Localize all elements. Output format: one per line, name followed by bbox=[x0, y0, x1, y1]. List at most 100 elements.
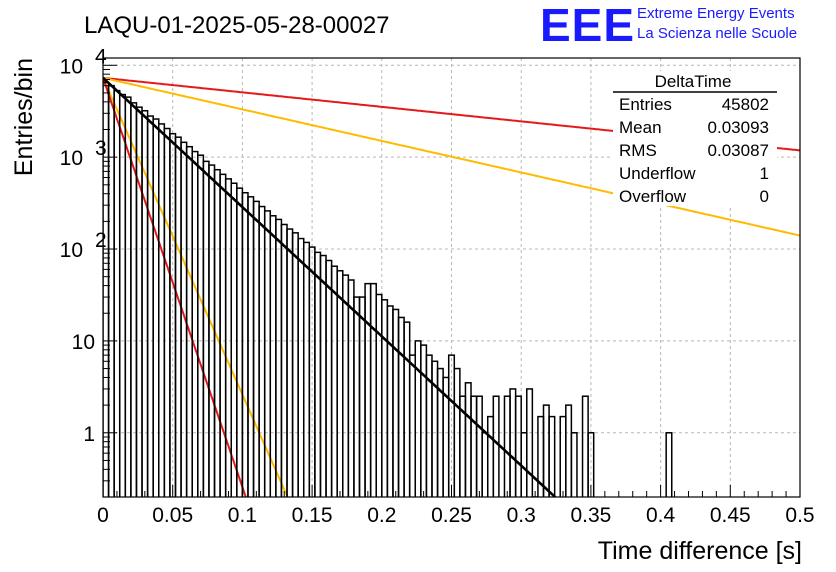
histogram-bin bbox=[291, 232, 299, 497]
histogram-bin bbox=[319, 254, 327, 497]
histogram-bin bbox=[570, 432, 578, 497]
histogram bbox=[103, 81, 673, 497]
histogram-bin bbox=[381, 299, 389, 497]
histogram-bin bbox=[581, 395, 589, 497]
histogram-bin bbox=[548, 415, 556, 497]
fit-curve bbox=[103, 76, 557, 497]
histogram-bin bbox=[414, 340, 422, 497]
logo-mark: EEE bbox=[540, 0, 635, 51]
histogram-bin bbox=[342, 274, 350, 497]
y-tick-exponent: 2 bbox=[95, 229, 107, 252]
histogram-bin bbox=[559, 415, 567, 497]
histogram-bin bbox=[453, 367, 461, 497]
stats-row-value: 1 bbox=[760, 164, 769, 183]
histogram-bin bbox=[275, 218, 283, 497]
stats-row-label: Entries bbox=[619, 95, 672, 114]
histogram-bin bbox=[386, 305, 394, 497]
histogram-bin bbox=[286, 228, 294, 497]
histogram-bin bbox=[158, 123, 166, 497]
histogram-bin bbox=[202, 160, 210, 497]
histogram-bin bbox=[420, 344, 428, 497]
y-axis: 1 10 10 2 10 3 10 4 bbox=[60, 45, 117, 482]
stats-row-value: 0.03093 bbox=[708, 118, 769, 137]
x-tick-label: 0.5 bbox=[785, 504, 814, 527]
x-tick-label: 0.15 bbox=[292, 504, 333, 527]
x-tick-label: 0.25 bbox=[431, 504, 472, 527]
stats-row-label: Mean bbox=[619, 118, 662, 137]
histogram-bin bbox=[531, 496, 539, 497]
histogram-bin bbox=[353, 296, 361, 497]
x-tick-label: 0.4 bbox=[646, 504, 676, 527]
histogram-bin bbox=[565, 404, 573, 497]
stats-title: DeltaTime bbox=[655, 72, 732, 91]
histogram-bin bbox=[146, 115, 154, 497]
chart-title: LAQU-01-2025-05-28-00027 bbox=[84, 12, 390, 39]
histogram-bin bbox=[118, 93, 127, 497]
histogram-bin bbox=[392, 308, 400, 497]
x-tick-label: 0.3 bbox=[507, 504, 536, 527]
y-tick-label: 10 bbox=[60, 55, 83, 78]
y-tick-label: 1 bbox=[83, 423, 95, 446]
x-tick-label: 0.45 bbox=[710, 504, 751, 527]
logo: EEE Extreme Energy Events La Scienza nel… bbox=[540, 0, 797, 51]
histogram-bin bbox=[107, 84, 115, 497]
histogram-bin bbox=[308, 246, 316, 497]
histogram-bin bbox=[464, 382, 472, 497]
stats-row-label: RMS bbox=[619, 141, 657, 160]
histogram-bin bbox=[364, 282, 372, 497]
histogram-bin bbox=[347, 279, 355, 497]
histogram-bin bbox=[197, 154, 205, 497]
histogram-bin bbox=[152, 118, 160, 497]
stats-row-label: Underflow bbox=[619, 164, 696, 183]
histogram-bin bbox=[375, 293, 383, 497]
stats-row-value: 0 bbox=[760, 187, 769, 206]
histogram-bin bbox=[330, 265, 338, 497]
histogram-bin bbox=[208, 164, 216, 497]
x-tick-label: 0.05 bbox=[152, 504, 193, 527]
fit-curve-group bbox=[103, 76, 557, 497]
histogram-bin bbox=[252, 200, 260, 497]
histogram-bin bbox=[492, 395, 500, 497]
histogram-bin bbox=[408, 354, 417, 497]
histogram-bin bbox=[236, 187, 244, 497]
x-tick-label: 0.1 bbox=[228, 504, 257, 527]
histogram-bin bbox=[587, 432, 595, 497]
histogram-bin bbox=[302, 241, 311, 497]
reference-curve bbox=[103, 76, 800, 237]
y-tick-label: 10 bbox=[60, 239, 83, 262]
stats-row-value: 0.03087 bbox=[708, 141, 769, 160]
x-axis-title: Time difference [s] bbox=[598, 537, 802, 565]
histogram-bin bbox=[514, 395, 522, 497]
histogram-bin bbox=[325, 259, 333, 497]
stats-row-label: Overflow bbox=[619, 187, 687, 206]
histogram-bin bbox=[191, 150, 199, 497]
histogram-bin bbox=[470, 395, 478, 497]
x-tick-label: 0.2 bbox=[367, 504, 396, 527]
histogram-bin bbox=[537, 415, 545, 497]
x-tick-label: 0 bbox=[97, 504, 109, 527]
y-axis-title: Entries/bin bbox=[10, 58, 38, 176]
reference-curve bbox=[103, 77, 289, 497]
histogram-bin bbox=[486, 415, 495, 497]
histogram-bin bbox=[665, 432, 673, 497]
histogram-bin bbox=[258, 205, 266, 497]
histogram-bin bbox=[297, 237, 305, 497]
stats-box: DeltaTime Entries 45802 Mean 0.03093 RMS… bbox=[613, 71, 777, 206]
y-tick-label: 10 bbox=[72, 331, 95, 354]
stats-row-value: 45802 bbox=[722, 95, 769, 114]
histogram-bin bbox=[403, 321, 411, 497]
stats-box-bg bbox=[613, 71, 777, 206]
y-tick-exponent: 4 bbox=[95, 45, 107, 68]
histogram-bin bbox=[241, 191, 249, 497]
histogram-bin bbox=[280, 223, 288, 497]
histogram-bin bbox=[314, 251, 322, 497]
histogram-bin bbox=[481, 432, 489, 497]
histogram-bin bbox=[475, 395, 483, 497]
logo-line1: Extreme Energy Events bbox=[637, 5, 795, 22]
histogram-bin bbox=[113, 89, 121, 497]
logo-line2: La Scienza nelle Scuole bbox=[637, 25, 797, 42]
reference-curve bbox=[103, 77, 247, 497]
x-tick-label: 0.35 bbox=[570, 504, 611, 527]
histogram-bin bbox=[358, 296, 366, 497]
